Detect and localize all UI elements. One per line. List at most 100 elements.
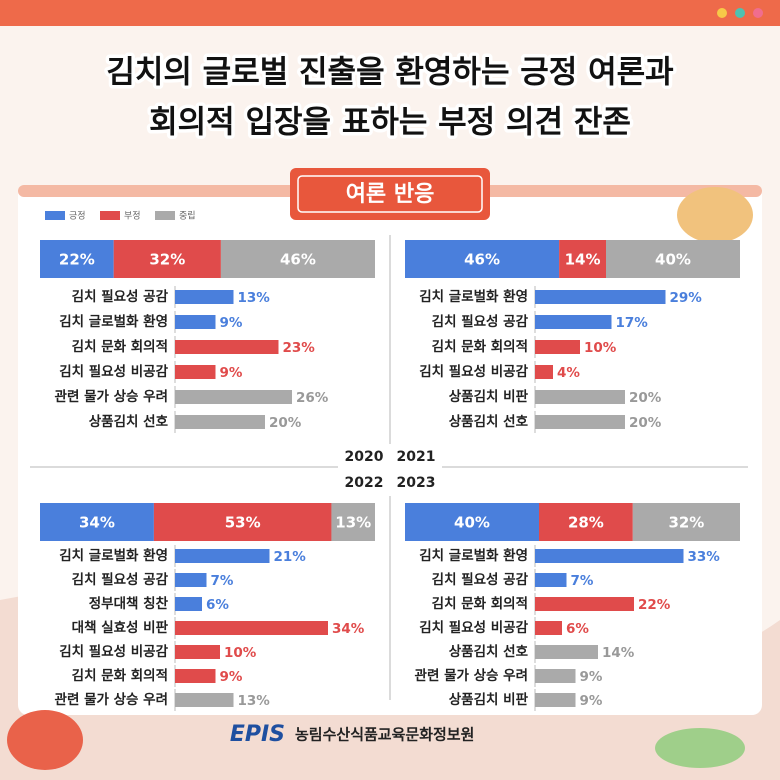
dot xyxy=(735,8,745,18)
item-label: 김치 문화 회의적 xyxy=(72,338,168,355)
item-bar xyxy=(175,597,202,611)
legend-label: 긍정 xyxy=(69,211,86,222)
share-label: 40% xyxy=(655,251,691,269)
item-label: 상품김치 선호 xyxy=(89,414,169,430)
item-label: 김치 필요성 비공감 xyxy=(419,619,528,636)
item-label: 김치 필요성 비공감 xyxy=(59,643,168,660)
share-label: 28% xyxy=(568,514,604,532)
item-value: 22% xyxy=(638,597,671,613)
share-segment xyxy=(331,503,375,541)
item-bar xyxy=(535,415,625,429)
item-value: 9% xyxy=(220,669,243,685)
item-bar xyxy=(535,390,625,404)
item-bar xyxy=(175,365,216,379)
item-value: 34% xyxy=(332,621,365,637)
share-segment xyxy=(40,503,154,541)
title-line: 김치의 글로벌 진출을 환영하는 긍정 여론과 xyxy=(106,55,674,91)
item-bar xyxy=(535,597,634,611)
item-value: 10% xyxy=(224,645,257,661)
badge-text: 여론 반응 xyxy=(346,182,435,207)
item-bar xyxy=(175,315,216,329)
food-icon xyxy=(7,710,83,770)
year-box xyxy=(338,444,442,496)
share-label: 14% xyxy=(565,251,601,269)
item-label: 김치 필요성 공감 xyxy=(72,571,169,588)
item-label: 김치 필요성 공감 xyxy=(72,288,169,305)
item-value: 7% xyxy=(571,573,594,589)
year-label: 2020 xyxy=(345,449,384,465)
item-label: 김치 문화 회의적 xyxy=(72,667,168,684)
share-label: 22% xyxy=(59,251,95,269)
badge xyxy=(290,168,490,220)
item-label: 관련 물가 상승 우려 xyxy=(55,691,168,708)
item-value: 20% xyxy=(629,415,662,431)
badge-border xyxy=(297,175,483,213)
title-line: 회의적 입장을 표하는 부정 의견 잔존 xyxy=(149,105,631,141)
item-bar xyxy=(535,549,684,563)
share-segment xyxy=(40,240,114,278)
item-bar xyxy=(535,693,576,707)
item-bar xyxy=(535,340,580,354)
share-label: 46% xyxy=(280,251,316,269)
item-label: 김치 글로벌화 환영 xyxy=(59,313,168,330)
share-label: 46% xyxy=(464,251,500,269)
dot xyxy=(717,8,727,18)
share-label: 53% xyxy=(225,514,261,532)
item-value: 4% xyxy=(557,365,580,381)
item-value: 20% xyxy=(629,390,662,406)
item-value: 7% xyxy=(211,573,234,589)
item-bar xyxy=(175,573,207,587)
item-bar xyxy=(175,390,292,404)
item-value: 29% xyxy=(670,290,703,306)
item-label: 김치 글로벌화 환영 xyxy=(419,547,528,564)
top-strip xyxy=(0,0,780,26)
item-label: 김치 필요성 공감 xyxy=(432,571,529,588)
share-segment xyxy=(606,240,740,278)
legend-swatch xyxy=(155,211,175,220)
legend-label: 부정 xyxy=(124,211,141,222)
item-value: 9% xyxy=(220,315,243,331)
item-bar xyxy=(535,669,576,683)
item-label: 정부대책 칭찬 xyxy=(89,595,169,612)
year-label: 2023 xyxy=(397,475,436,491)
item-value: 9% xyxy=(220,365,243,381)
item-label: 김치 필요성 비공감 xyxy=(419,363,528,380)
item-label: 상품김치 비판 xyxy=(449,692,529,708)
item-bar xyxy=(535,645,598,659)
item-value: 21% xyxy=(274,549,307,565)
item-value: 33% xyxy=(688,549,721,565)
item-value: 9% xyxy=(580,693,603,709)
item-bar xyxy=(175,290,234,304)
item-label: 상품김치 선호 xyxy=(449,644,529,660)
item-value: 17% xyxy=(616,315,649,331)
share-label: 32% xyxy=(149,251,185,269)
share-segment xyxy=(153,503,332,541)
item-label: 김치 문화 회의적 xyxy=(432,595,528,612)
year-label: 2022 xyxy=(345,475,384,491)
item-value: 13% xyxy=(238,290,271,306)
item-bar xyxy=(535,315,612,329)
item-bar xyxy=(175,340,279,354)
share-segment xyxy=(405,240,560,278)
item-value: 20% xyxy=(269,415,302,431)
item-label: 관련 물가 상승 우려 xyxy=(415,667,528,684)
item-label: 김치 글로벌화 환영 xyxy=(59,547,168,564)
item-label: 대책 실효성 비판 xyxy=(72,620,169,636)
item-value: 6% xyxy=(206,597,229,613)
item-value: 26% xyxy=(296,390,329,406)
food-icon xyxy=(677,187,753,243)
item-label: 상품김치 비판 xyxy=(449,389,529,405)
logo: EPIS xyxy=(230,722,285,747)
item-value: 13% xyxy=(238,693,271,709)
item-label: 김치 필요성 비공감 xyxy=(59,363,168,380)
item-value: 10% xyxy=(584,340,617,356)
share-label: 34% xyxy=(79,514,115,532)
item-bar xyxy=(175,693,234,707)
legend-swatch xyxy=(45,211,65,220)
share-label: 40% xyxy=(454,514,490,532)
item-bar xyxy=(175,549,270,563)
share-segment xyxy=(220,240,375,278)
item-bar xyxy=(175,669,216,683)
item-bar xyxy=(175,415,265,429)
